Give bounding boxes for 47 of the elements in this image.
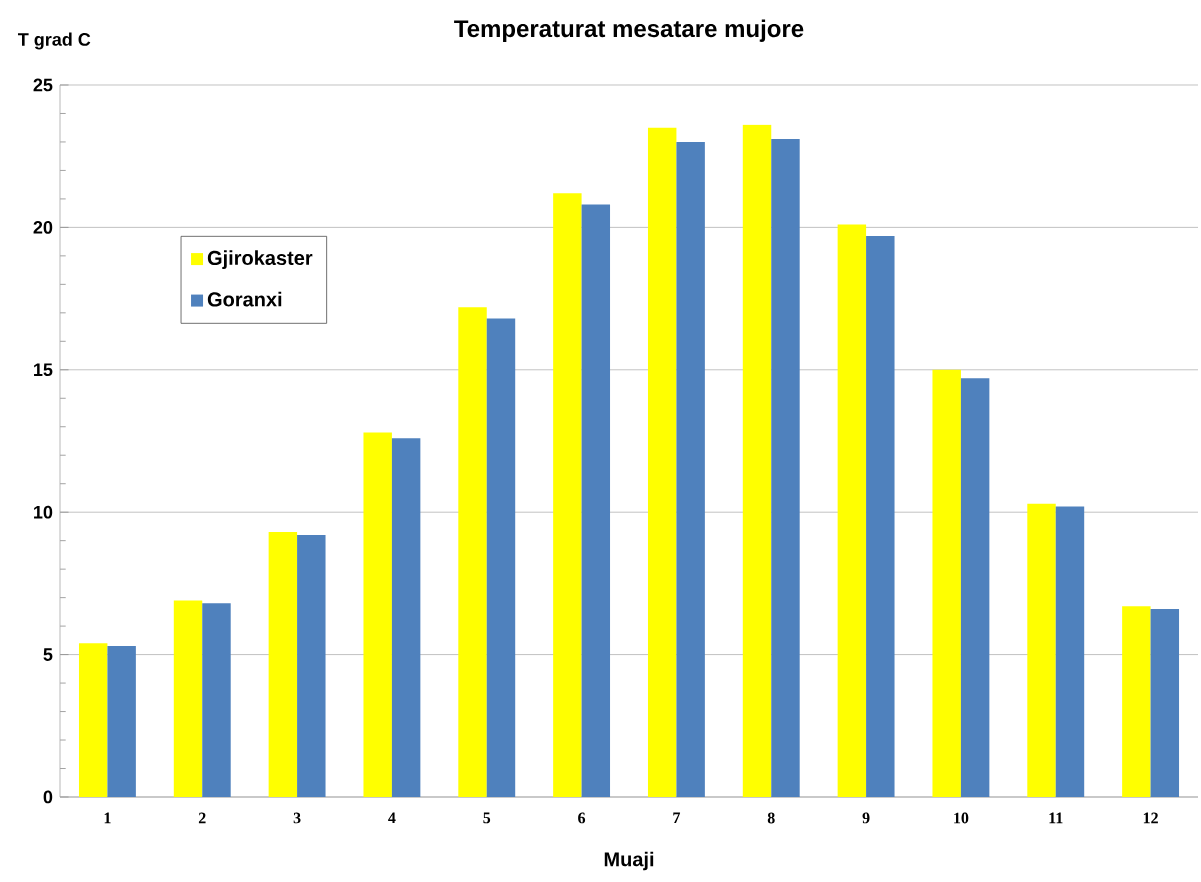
bar [866,235,895,797]
x-tick-label: 3 [293,812,301,824]
bar [960,378,990,797]
bar [932,369,961,797]
y-tick-label: 20 [33,221,53,234]
x-axis-title: Muaji [604,851,654,871]
bar [486,318,516,797]
bar [268,532,298,797]
bar [391,438,421,797]
bar [742,124,772,797]
x-tick-label: 5 [483,812,491,824]
bar [173,600,203,797]
x-tick-label: 7 [673,812,681,824]
x-tick-label: 9 [862,812,870,824]
bar [837,224,867,797]
y-tick-label: 0 [43,790,53,804]
bar [1122,606,1151,797]
bar [1055,506,1085,797]
y-tick-label: 5 [43,648,53,661]
x-tick-label: 6 [578,812,586,824]
x-tick-label: 11 [1049,812,1063,824]
bar [1027,503,1056,797]
chart-title: Temperaturat mesatare mujore [454,19,804,42]
bar [647,127,677,797]
x-tick-label: 10 [954,812,969,824]
bar [676,141,705,797]
bar [107,646,136,797]
x-tick-label: 4 [388,812,396,824]
y-tick-label: 25 [33,78,53,92]
bar [458,307,487,797]
bar [78,643,108,797]
x-tick-label: 12 [1143,812,1158,824]
legend-label: Goranxi [207,291,282,307]
bar [363,432,392,797]
y-tick-label: 10 [34,505,53,519]
x-tick-label: 2 [198,812,206,824]
x-tick-label: 1 [104,812,111,824]
bar [553,193,582,797]
y-tick-label: 15 [34,363,53,377]
bar [1150,609,1180,797]
bar [771,139,800,797]
bar [202,603,231,797]
legend-label: Gjirokaster [207,250,313,269]
y-axis-title: T grad C [17,32,91,50]
bar [581,204,611,797]
bar [297,534,326,797]
x-tick-label: 8 [767,812,775,824]
